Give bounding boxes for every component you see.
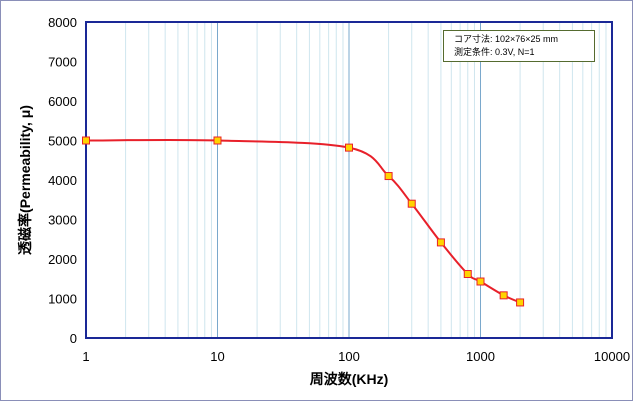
x-tick-label: 1	[82, 349, 89, 364]
x-tick-label: 1000	[466, 349, 495, 364]
x-axis-title: 周波数(KHz)	[310, 371, 389, 387]
data-point-marker	[384, 172, 393, 181]
y-axis-title: 透磁率(Permeability, μ)	[17, 105, 33, 255]
data-point-marker	[407, 199, 416, 208]
y-tick-label: 1000	[48, 292, 77, 307]
y-tick-label: 7000	[48, 55, 77, 70]
data-point-marker	[345, 143, 353, 152]
data-point-marker	[463, 270, 472, 279]
y-tick-label: 2000	[48, 252, 77, 267]
data-point-marker	[436, 238, 445, 247]
plot-area	[85, 21, 613, 339]
annotation-line-core-size: コア寸法: 102×76×25 mm	[454, 34, 559, 44]
y-tick-label: 6000	[48, 94, 77, 109]
data-point-marker	[499, 291, 508, 300]
y-tick-label: 5000	[48, 134, 77, 149]
data-point-marker	[476, 277, 485, 286]
y-tick-label: 0	[70, 331, 77, 346]
data-point-marker	[516, 298, 525, 307]
x-tick-label: 10	[210, 349, 224, 364]
measurement-annotation: コア寸法: 102×76×25 mm 測定条件: 0.3V, N=1	[443, 30, 595, 62]
annotation-line-conditions: 測定条件: 0.3V, N=1	[454, 47, 535, 57]
x-tick-label: 10000	[594, 349, 630, 364]
data-point-marker	[213, 136, 222, 145]
data-point-marker	[82, 136, 90, 145]
series-layer	[82, 136, 525, 307]
permeability-curve	[85, 138, 521, 304]
y-tick-label: 8000	[48, 15, 77, 30]
x-tick-label: 100	[338, 349, 360, 364]
y-tick-label: 3000	[48, 213, 77, 228]
y-tick-label: 4000	[48, 173, 77, 188]
grid	[125, 22, 607, 338]
y-axis-ticks: 0 1000 2000 3000 4000 5000 6000 7000 8000	[48, 15, 77, 346]
x-axis-ticks: 1 10 100 1000 10000	[82, 349, 630, 364]
